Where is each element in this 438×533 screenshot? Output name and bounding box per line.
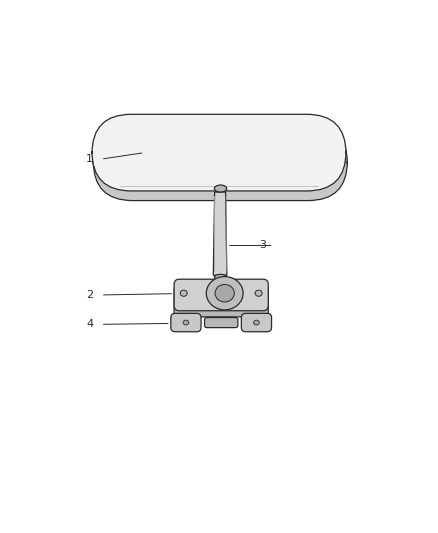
FancyBboxPatch shape <box>205 318 238 328</box>
Text: 4: 4 <box>86 319 93 329</box>
Text: 1: 1 <box>86 154 93 164</box>
Ellipse shape <box>214 185 227 192</box>
Ellipse shape <box>180 290 187 296</box>
FancyBboxPatch shape <box>92 114 346 191</box>
Ellipse shape <box>214 274 227 280</box>
FancyBboxPatch shape <box>174 285 268 317</box>
Polygon shape <box>213 192 227 275</box>
FancyBboxPatch shape <box>241 313 272 332</box>
FancyBboxPatch shape <box>93 124 347 200</box>
FancyBboxPatch shape <box>174 279 268 311</box>
Ellipse shape <box>215 285 234 302</box>
Text: 3: 3 <box>259 240 266 251</box>
Ellipse shape <box>255 290 262 296</box>
Ellipse shape <box>183 320 189 325</box>
FancyBboxPatch shape <box>171 313 201 332</box>
Ellipse shape <box>206 277 243 310</box>
Ellipse shape <box>254 320 259 325</box>
Text: 2: 2 <box>86 290 93 300</box>
